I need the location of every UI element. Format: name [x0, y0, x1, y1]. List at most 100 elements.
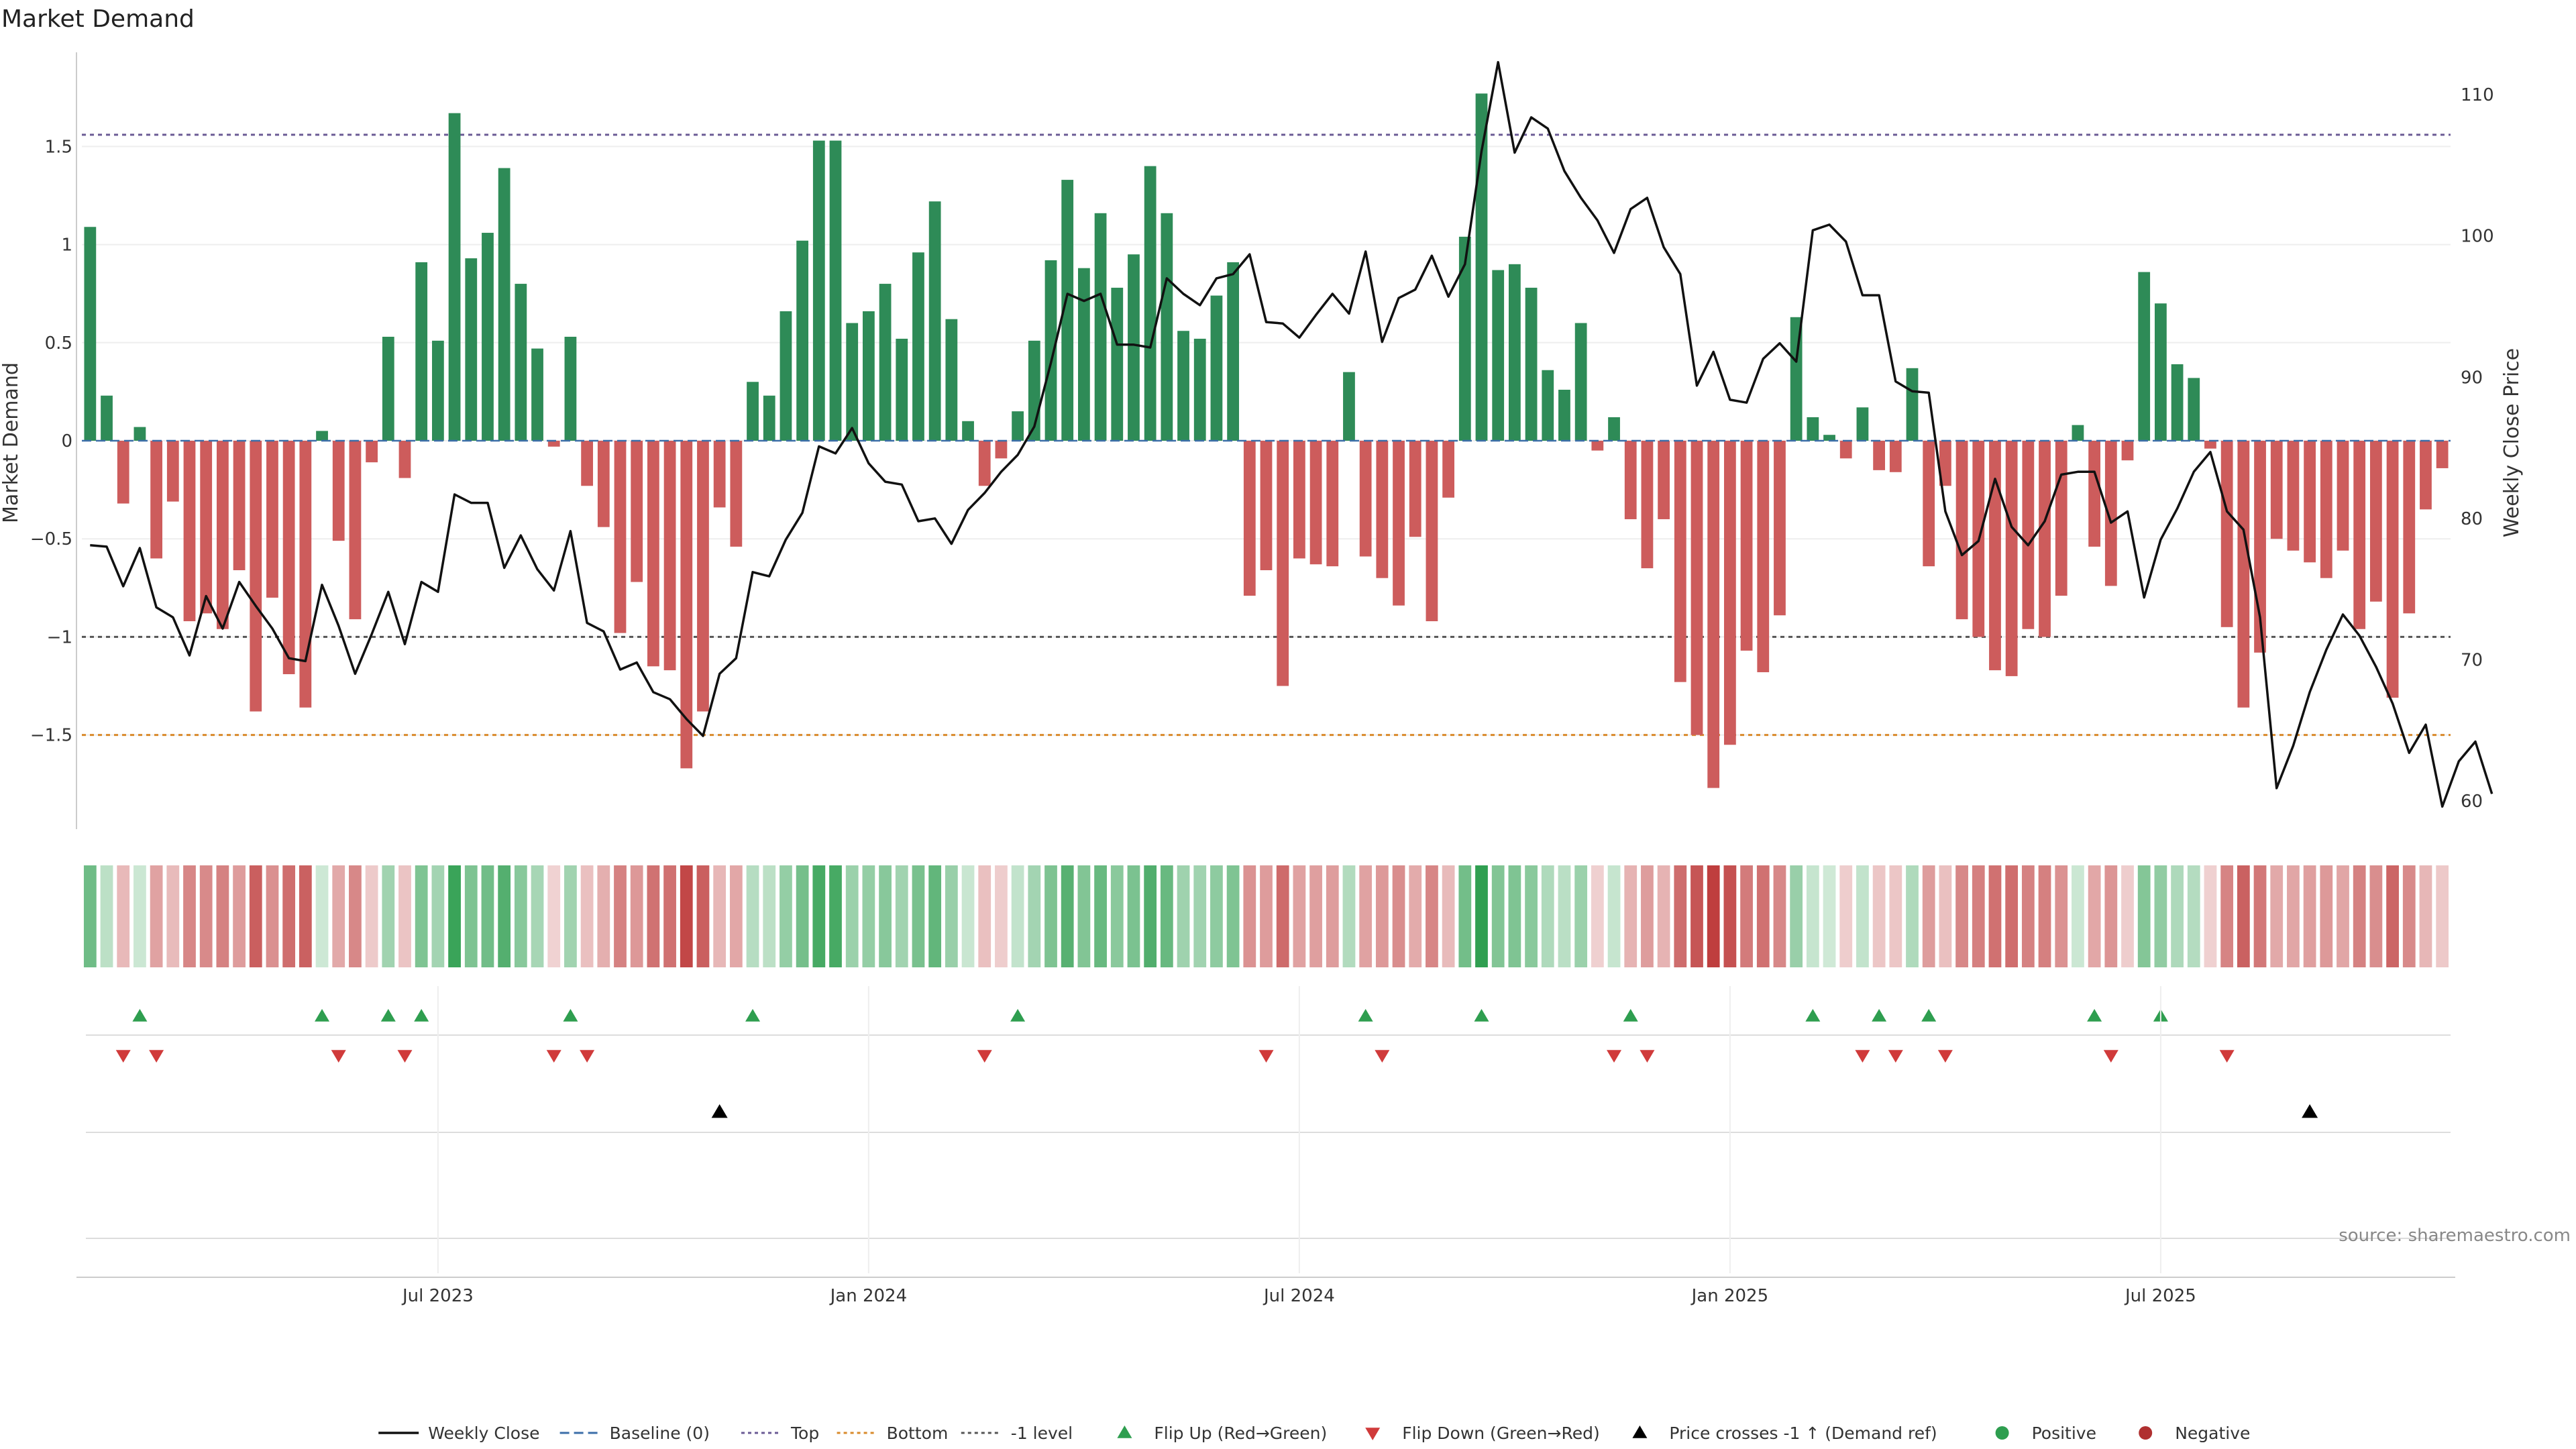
heat-cell [1094, 865, 1107, 967]
legend-label: Negative [2175, 1424, 2250, 1443]
legend-item: Positive [1995, 1424, 2096, 1443]
legend-label: Flip Down (Green→Red) [1402, 1424, 1600, 1443]
demand-bar-positive [962, 421, 974, 441]
demand-bar-negative [2337, 441, 2349, 551]
heat-cell [2220, 865, 2234, 967]
flip-up-marker [414, 1009, 429, 1022]
heat-cell [1226, 865, 1240, 967]
heat-cell [663, 865, 676, 967]
heat-cell [614, 865, 627, 967]
demand-bar-positive [912, 252, 924, 441]
heat-cell [83, 865, 97, 967]
demand-bar-positive [796, 240, 809, 441]
demand-bar-positive [1094, 213, 1107, 441]
demand-bar-negative [233, 441, 246, 570]
demand-bar-negative [1707, 441, 1720, 788]
heat-cell [862, 865, 875, 967]
legend-label: Bottom [887, 1424, 949, 1443]
flip-down-marker [1375, 1050, 1390, 1063]
flip-up-marker [1623, 1009, 1638, 1022]
heat-cell [448, 865, 461, 967]
legend-swatch-circle [1995, 1426, 2009, 1440]
demand-bars [84, 93, 2449, 788]
demand-bar-negative [117, 441, 129, 504]
heat-cell [2253, 865, 2267, 967]
heat-cell [2204, 865, 2217, 967]
heat-cell [1558, 865, 1571, 967]
demand-bar-negative [2287, 441, 2300, 551]
heat-cell [2303, 865, 2316, 967]
flip-up-marker [1921, 1009, 1937, 1022]
legend: Weekly Close Baseline (0) Top Bottom -1 leve… [378, 1424, 2250, 1443]
demand-bar-positive [448, 113, 461, 441]
heat-cell [1458, 865, 1472, 967]
heat-cell [1607, 865, 1621, 967]
heat-cell [912, 865, 925, 967]
demand-bar-positive [1525, 287, 1538, 441]
heat-cell [1574, 865, 1588, 967]
legend-item: Weekly Close [378, 1424, 539, 1443]
y-tick-label: 0 [61, 431, 72, 451]
heat-cell [647, 865, 660, 967]
flip-up-marker [132, 1009, 148, 1022]
demand-bar-negative [1309, 441, 1322, 565]
demand-bar-positive [382, 337, 394, 441]
heat-cell [780, 865, 792, 967]
heat-cell [1790, 865, 1803, 967]
legend-item: Negative [2139, 1424, 2250, 1443]
demand-bar-negative [713, 441, 726, 508]
heat-cell [2270, 865, 2284, 967]
heat-cell [2104, 865, 2118, 967]
y2-tick-label: 90 [2461, 368, 2483, 388]
heat-cell [1491, 865, 1505, 967]
heat-cell [2436, 865, 2449, 967]
demand-bar-negative [1641, 441, 1654, 569]
heat-cell [2121, 865, 2134, 967]
y-tick-label: 1 [61, 235, 72, 256]
heat-cell [415, 865, 428, 967]
demand-bar-positive [1044, 260, 1057, 441]
reference-lines [82, 133, 2451, 737]
heat-cell [1756, 865, 1770, 967]
heat-cell [332, 865, 345, 967]
demand-bar-negative [282, 441, 295, 674]
heat-cell [100, 865, 113, 967]
heat-cell [1972, 865, 1985, 967]
heat-cell [1806, 865, 1819, 967]
flip-up-marker [1805, 1009, 1821, 1022]
legend-swatch-triangle-up [1117, 1426, 1132, 1438]
heat-cell [2088, 865, 2101, 967]
flip-up-marker [380, 1009, 396, 1022]
x-tick-label: Jul 2023 [401, 1286, 474, 1306]
demand-bar-negative [1426, 441, 1438, 622]
flip-down-marker [397, 1050, 413, 1063]
heat-cell [249, 865, 262, 967]
demand-bar-negative [1774, 441, 1786, 616]
heat-cell [1525, 865, 1538, 967]
heat-cell [1293, 865, 1306, 967]
heat-cell [1922, 865, 1935, 967]
flip-down-marker [1607, 1050, 1622, 1063]
demand-bar-negative [680, 441, 693, 769]
demand-bar-positive [1790, 317, 1803, 441]
demand-bar-negative [332, 441, 345, 541]
heat-cell [1061, 865, 1074, 967]
heat-cell [978, 865, 991, 967]
demand-bar-positive [2171, 364, 2184, 441]
demand-bar-negative [2237, 441, 2250, 708]
heat-cell [1210, 865, 1223, 967]
demand-bar-negative [2304, 441, 2316, 563]
flip-up-marker [563, 1009, 578, 1022]
demand-bar-positive [564, 337, 577, 441]
legend-label: Flip Up (Red→Green) [1154, 1424, 1327, 1443]
heat-cell [1044, 865, 1057, 967]
demand-bar-negative [1442, 441, 1455, 498]
demand-bar-positive [747, 382, 759, 441]
heat-cell [2402, 865, 2416, 967]
y2-axis-ticks: 110 100 90 80 70 60 [2461, 85, 2494, 812]
demand-bar-negative [2320, 441, 2332, 578]
heat-cell [1359, 865, 1373, 967]
heat-cell [1160, 865, 1173, 967]
y2-tick-label: 60 [2461, 792, 2483, 812]
